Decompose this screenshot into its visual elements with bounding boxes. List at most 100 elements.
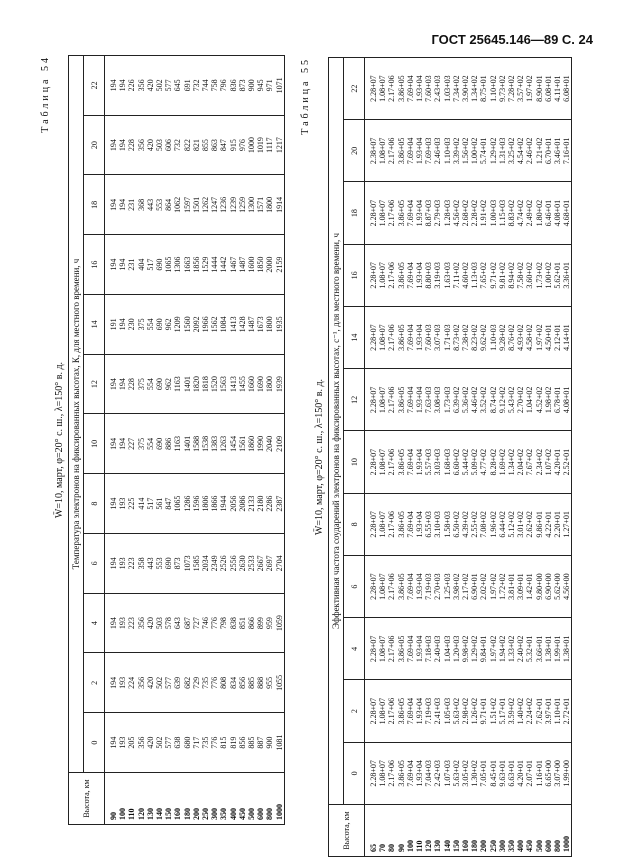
value-cell: 368	[136, 175, 146, 235]
value-cell: 8.74+02	[488, 368, 498, 431]
value-cell: 5.43+02	[507, 368, 517, 431]
height-cell: 300	[497, 804, 508, 857]
table-head: Высота, км Температура электронов на фикс…	[68, 55, 105, 825]
value-cell: 1.08+07	[378, 617, 388, 680]
value-cell: 776	[210, 653, 220, 713]
value-cell: 1.13+03	[470, 244, 480, 307]
height-cell: 110	[127, 772, 137, 825]
value-cell: 1.30+02	[470, 742, 480, 805]
value-cell: 4.50+01	[543, 306, 554, 369]
value-cell: 356	[136, 653, 146, 713]
value-cell: 1820	[191, 354, 202, 414]
table-row: 70 1.08+07 1.08+07 1.08+07 1.08+07 1.08+07 1.0…	[378, 57, 388, 857]
value-cell: 2.17+06	[387, 431, 397, 494]
table-row: 1000 1.99+00 2.72+01 1.38+01 4.56+00 1.27+01 2…	[562, 57, 572, 857]
value-cell: 1800	[265, 354, 275, 414]
height-cell: 300	[210, 772, 220, 825]
value-cell: 1.42+01	[525, 555, 535, 618]
value-cell: 7.69+03	[424, 119, 434, 182]
value-cell: 1.93+04	[415, 57, 425, 120]
value-cell: 194	[104, 593, 119, 653]
height-cell: 120	[136, 772, 146, 825]
table-row: 180 1.30+02 1.26+02 1.29+02 6.90+01 2.55+02 5.…	[470, 57, 480, 857]
value-cell: 1520	[210, 354, 220, 414]
value-cell: 228	[127, 354, 137, 414]
column-header: 0	[83, 712, 105, 773]
value-cell: 3.57+02	[516, 57, 526, 120]
column-header: 0	[343, 742, 365, 805]
value-cell: 1065	[173, 473, 183, 534]
value-cell: 1.15+03	[497, 182, 508, 245]
value-cell: 2092	[191, 294, 202, 355]
value-cell: 1062	[173, 175, 183, 235]
height-cell: 120	[424, 804, 434, 857]
value-cell: 2.79+03	[433, 182, 443, 245]
value-cell: 2630	[237, 533, 248, 594]
value-cell: 193	[118, 653, 128, 713]
header-row: Высота, км Эффективная частота соударений…	[328, 57, 365, 857]
value-cell: 1.56+02	[461, 119, 471, 182]
value-cell: 3.07+03	[433, 306, 443, 369]
value-cell: 2349	[210, 533, 220, 594]
value-cell: 194	[118, 234, 128, 295]
value-cell: 503	[155, 593, 165, 653]
value-cell: 420	[145, 593, 156, 653]
column-header: 12	[83, 354, 105, 414]
value-cell: 7.38+02	[461, 306, 471, 369]
value-cell: 1.97+02	[525, 57, 535, 120]
value-cell: 517	[145, 234, 156, 295]
value-cell: 1401	[182, 354, 192, 414]
table-block: Таблица 54 W̄=10, март, φ=20° с. ш., λ=15…	[40, 55, 295, 825]
value-cell: 2.52+01	[562, 431, 572, 494]
value-cell: 3.98+02	[451, 555, 462, 618]
value-cell: 420	[145, 115, 156, 175]
value-cell: 1597	[182, 175, 192, 235]
height-cell: 250	[488, 804, 498, 857]
height-cell: 130	[145, 772, 156, 825]
table-row: 1000 1081 1055 1059 2704 2387 2109 1939 1935 2159…	[274, 55, 285, 825]
value-cell: 6.60+02	[451, 431, 462, 494]
value-cell: 1.05+03	[442, 680, 452, 743]
value-cell: 690	[155, 414, 165, 474]
value-cell: 885	[247, 712, 257, 773]
value-cell: 356	[136, 593, 146, 653]
value-cell: 8.80+03	[424, 244, 434, 307]
value-cell: 4.22+01	[543, 493, 554, 556]
table-subtitle: Температура электронов на фиксированных …	[68, 55, 84, 773]
value-cell: 2109	[274, 414, 285, 474]
value-cell: 1562	[210, 294, 220, 355]
value-cell: 1966	[201, 294, 211, 355]
value-cell: 3.60+02	[525, 244, 535, 307]
value-cell: 1673	[256, 294, 266, 355]
value-cell: 1596	[191, 473, 202, 534]
column-header: 8	[83, 473, 105, 534]
value-cell: 4.58+02	[525, 306, 535, 369]
value-cell: 1467	[228, 234, 238, 295]
height-cell: 600	[543, 804, 554, 857]
value-cell: 639	[173, 653, 183, 713]
value-cell: 194	[104, 175, 119, 235]
value-cell: 6.39+02	[451, 368, 462, 431]
value-cell: 2.28+07	[364, 57, 379, 120]
value-cell: 1.29+02	[470, 617, 480, 680]
value-cell: 2.17+06	[387, 368, 397, 431]
table-label: Таблица 54	[40, 55, 51, 133]
value-cell: 194	[104, 354, 119, 414]
value-cell: 1663	[182, 234, 192, 295]
value-cell: 7.04+03	[424, 742, 434, 805]
value-cell: 191	[104, 294, 119, 355]
table-row: 400 4.20+01 1.40+02 2.40+02 3.09+01 3.01+02 2.…	[516, 57, 526, 857]
value-cell: 553	[155, 175, 165, 235]
column-header: 22	[83, 55, 105, 116]
value-cell: 1247	[210, 175, 220, 235]
value-cell: 2.28+07	[364, 306, 379, 369]
value-cell: 1065	[164, 234, 174, 295]
value-cell: 7.60+03	[424, 57, 434, 120]
value-cell: 1.27+01	[562, 493, 572, 556]
value-cell: 9.71+02	[488, 244, 498, 307]
value-cell: 1.93+04	[415, 368, 425, 431]
value-cell: 3.86+05	[396, 57, 406, 120]
value-cell: 1.08+07	[378, 306, 388, 369]
table-row: 110 205 224 223 223 225 227 228 230 231 231 228 226	[127, 55, 137, 825]
value-cell: 554	[145, 354, 156, 414]
